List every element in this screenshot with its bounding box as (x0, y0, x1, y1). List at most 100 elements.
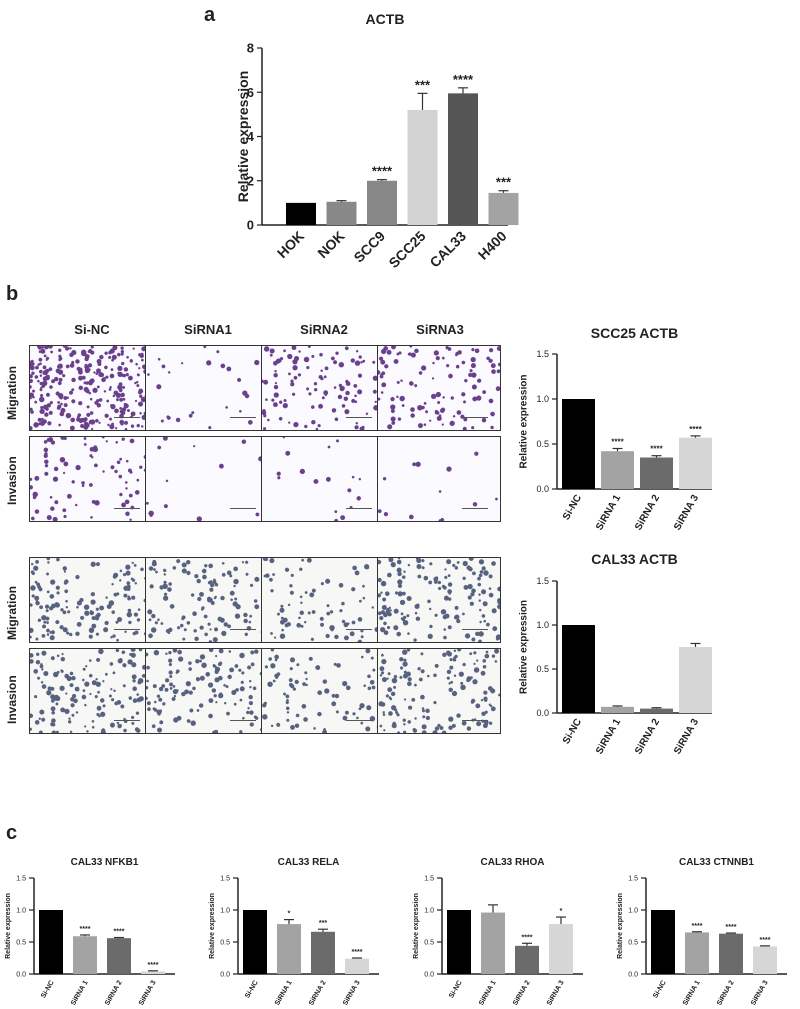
chart-c4-y-tick-label: 0.5 (628, 939, 638, 946)
scale-bar (230, 417, 256, 418)
chart-b1-significance-label: **** (650, 445, 663, 454)
micrograph-invasion-sirna1 (145, 648, 269, 734)
chart-c4-x-tick-label: SiRNA 3 (750, 979, 770, 1006)
chart-c2-y-tick-label: 0.5 (220, 939, 230, 946)
micrograph-invasion-sirna2 (261, 436, 385, 522)
chart-c3-y-tick-label: 1.5 (424, 875, 434, 882)
chart-c1-significance-label: **** (148, 962, 159, 969)
chart-c1-x-tick-label: SiRNA 1 (70, 979, 90, 1006)
chart-a-x-tick-label: CAL33 (426, 228, 469, 271)
chart-c3-y-tick-label: 0.0 (424, 971, 434, 978)
chart-c3-bar (549, 924, 573, 974)
chart-c4-bar (753, 946, 777, 974)
scale-bar (230, 720, 256, 721)
scale-bar (462, 720, 488, 721)
micrograph-migration-sirna1 (145, 345, 269, 431)
chart-b2-y-label: Relative expression (518, 600, 529, 694)
chart-c2-bar (311, 931, 335, 974)
chart-c4-significance-label: **** (692, 923, 703, 930)
chart-c3-bar (515, 945, 539, 974)
chart-c3-significance-label: * (560, 908, 563, 915)
micrograph-migration-sirna1 (145, 557, 269, 643)
chart-c3-x-tick-label: Si-NC (448, 980, 464, 1000)
micrograph-migration-sirna2 (261, 345, 385, 431)
chart-c3-y-label: Relative expression (413, 893, 420, 959)
scale-bar (462, 417, 488, 418)
chart-b2-y-tick-label: 0.0 (536, 708, 549, 718)
chart-a-x-tick-label: NOK (314, 228, 347, 261)
chart-a-significance-label: **** (453, 72, 474, 87)
chart-b1-x-tick-label: SiRNA 3 (672, 493, 701, 533)
chart-c4-title: CAL33 CTNNB1 (679, 857, 754, 868)
chart-a-significance-label: **** (372, 164, 393, 179)
scale-bar (346, 508, 372, 509)
chart-c4-x-tick-label: SiRNA 2 (716, 979, 736, 1006)
chart-a-y-tick-label: 4 (247, 129, 255, 144)
chart-c2-bar (243, 910, 267, 974)
chart-a-y-tick-label: 0 (247, 218, 254, 233)
chart-c4-significance-label: **** (726, 924, 737, 931)
chart-c1-y-tick-label: 0.5 (16, 939, 26, 946)
scale-bar (346, 629, 372, 630)
chart-c1-bar (141, 971, 165, 974)
chart-b1-y-tick-label: 0.5 (536, 439, 549, 449)
panel-letter-c: c (6, 822, 18, 844)
chart-a-x-tick-label: H400 (475, 228, 510, 263)
chart-c1-significance-label: **** (114, 929, 125, 936)
micrograph-migration-sirna3 (377, 345, 501, 431)
chart-a-x-tick-label: HOK (274, 228, 307, 261)
chart-b2-x-tick-label: Si-NC (561, 717, 584, 746)
chart-b1-y-tick-label: 1.5 (536, 349, 549, 359)
chart-b2-bar (562, 625, 595, 713)
chart-c1-y-label: Relative expression (5, 893, 12, 959)
scale-bar (462, 629, 488, 630)
chart-b2-x-tick-label: SiRNA 3 (672, 717, 701, 757)
chart-c4-y-tick-label: 1.0 (628, 907, 638, 914)
chart-b2-bar (601, 706, 634, 713)
chart-c2-x-tick-label: SiRNA 1 (274, 979, 294, 1006)
column-header-sirna2: SiRNA2 (300, 322, 348, 337)
scale-bar (114, 508, 140, 509)
chart-c1-x-tick-label: Si-NC (40, 980, 56, 1000)
chart-c2-significance-label: * (288, 911, 291, 918)
column-header-sirna3: SiRNA3 (416, 322, 464, 337)
chart-a-title: ACTB (366, 11, 405, 27)
panel-letter-a: a (204, 4, 216, 26)
micrograph-invasion-sirna2 (261, 648, 385, 734)
chart-c2-y-tick-label: 0.0 (220, 971, 230, 978)
micrograph-invasion-sirna1 (145, 436, 269, 522)
chart-c2-bar (345, 958, 369, 974)
panel-letter-b: b (6, 283, 19, 305)
chart-a-x-tick-label: SCC9 (350, 228, 388, 266)
scale-bar (114, 417, 140, 418)
chart-c1-bar (73, 936, 97, 974)
chart-c1-y-tick-label: 0.0 (16, 971, 26, 978)
chart-b2-y-tick-label: 1.5 (536, 576, 549, 586)
chart-c3-y-tick-label: 0.5 (424, 939, 434, 946)
chart-c1-x-tick-label: SiRNA 2 (104, 979, 124, 1006)
chart-c2-title: CAL33 RELA (278, 857, 340, 868)
chart-a-bar (407, 109, 438, 225)
chart-c2-x-tick-label: Si-NC (244, 980, 260, 1000)
chart-b1-bar (562, 399, 595, 489)
chart-a-significance-label: *** (415, 77, 431, 92)
chart-c3-y-tick-label: 1.0 (424, 907, 434, 914)
micrograph-invasion-si-nc (29, 436, 153, 522)
chart-b1-y-tick-label: 0.0 (536, 484, 549, 494)
scale-bar (346, 720, 372, 721)
chart-a-bar (367, 180, 397, 225)
scale-bar (462, 508, 488, 509)
chart-c4-y-tick-label: 1.5 (628, 875, 638, 882)
chart-b1-y-label: Relative expression (518, 375, 529, 469)
scale-bar (230, 508, 256, 509)
chart-a-y-tick-label: 2 (247, 173, 254, 188)
scale-bar (114, 720, 140, 721)
chart-c4-x-tick-label: SiRNA 1 (682, 979, 702, 1006)
chart-c2-x-tick-label: SiRNA 2 (308, 979, 328, 1006)
chart-a-bar (286, 202, 316, 225)
chart-c2-significance-label: *** (319, 920, 327, 927)
chart-c4-significance-label: **** (760, 937, 771, 944)
chart-c3-x-tick-label: SiRNA 2 (512, 979, 532, 1006)
chart-c1-bar (39, 910, 63, 974)
